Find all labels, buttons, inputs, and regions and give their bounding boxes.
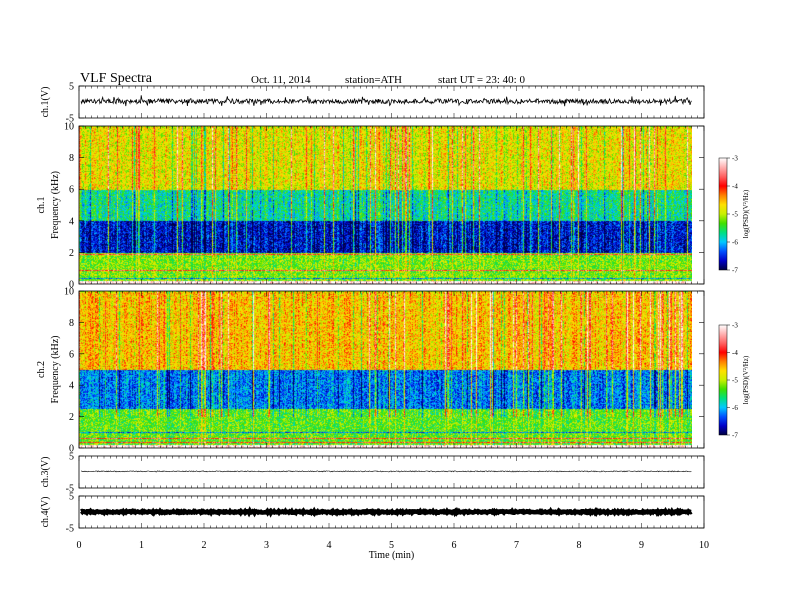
x-tick-label: 0 — [77, 540, 82, 551]
ch3-waveform-ylabel: ch.3(V) — [40, 457, 51, 488]
x-axis-label: Time (min) — [369, 550, 414, 561]
ch2-spectrogram-image — [79, 291, 692, 448]
x-tick-label: 3 — [264, 540, 269, 551]
colorbar-tick-label: -6 — [732, 404, 738, 412]
y-tick-label: 10 — [64, 122, 74, 133]
ch2-colorbar — [718, 324, 728, 436]
x-tick-label: 7 — [514, 540, 519, 551]
ch3-waveform-line — [80, 470, 692, 473]
ch1-colorbar-label: log(PSD)(V²/Hz) — [742, 189, 750, 238]
y-tick-label: 4 — [69, 381, 74, 392]
y-tick-label: 2 — [69, 248, 74, 259]
colorbar-tick-label: -5 — [732, 377, 738, 385]
y-tick-label: -5 — [66, 524, 74, 535]
ch2-spectrogram-ylabel: Frequency (kHz) — [50, 335, 61, 403]
y-tick-label: 5 — [69, 452, 74, 463]
y-tick-label: 4 — [69, 216, 74, 227]
y-tick-label: 8 — [69, 318, 74, 329]
y-tick-label: 8 — [69, 153, 74, 164]
x-tick-label: 8 — [577, 540, 582, 551]
figure-station: station=ATH — [345, 74, 402, 86]
colorbar-tick-label: -7 — [732, 432, 738, 440]
x-tick-label: 4 — [327, 540, 332, 551]
y-tick-label: 10 — [64, 287, 74, 298]
y-tick-label: -5 — [66, 114, 74, 125]
y-tick-label: 5 — [69, 492, 74, 503]
x-tick-label: 10 — [699, 540, 709, 551]
colorbar-tick-label: -3 — [732, 155, 738, 163]
ch1-colorbar — [718, 157, 728, 271]
x-tick-label: 1 — [139, 540, 144, 551]
x-tick-label: 2 — [202, 540, 207, 551]
y-tick-label: 5 — [69, 82, 74, 93]
figure-date: Oct. 11, 2014 — [251, 74, 311, 86]
x-tick-label: 6 — [452, 540, 457, 551]
figure-title: VLF Spectra — [80, 71, 152, 86]
colorbar-tick-label: -3 — [732, 322, 738, 330]
figure-start-time: start UT = 23: 40: 0 — [438, 74, 525, 86]
y-tick-label: 6 — [69, 349, 74, 360]
colorbar-tick-label: -4 — [732, 183, 738, 191]
x-tick-label: 9 — [639, 540, 644, 551]
y-tick-label: -5 — [66, 484, 74, 495]
ch1-waveform-line — [80, 95, 692, 107]
ch1-spectrogram-ylabel: Frequency (kHz) — [50, 171, 61, 239]
y-tick-label: 6 — [69, 185, 74, 196]
colorbar-tick-label: -5 — [732, 211, 738, 219]
colorbar-tick-label: -4 — [732, 349, 738, 357]
ch1-waveform-ylabel: ch.1(V) — [40, 87, 51, 118]
y-tick-label: 0 — [69, 280, 74, 291]
ch1-spectrogram-image — [79, 126, 692, 284]
colorbar-tick-label: -6 — [732, 239, 738, 247]
ch4-waveform-ylabel: ch.4(V) — [40, 497, 51, 528]
ch2-spectrogram-ylabel: ch.2 — [36, 361, 47, 378]
colorbar-tick-label: -7 — [732, 267, 738, 275]
ch4-waveform-line — [80, 506, 693, 518]
ch2-colorbar-label: log(PSD)(V²/Hz) — [742, 355, 750, 404]
y-tick-label: 0 — [69, 444, 74, 455]
y-tick-label: 2 — [69, 412, 74, 423]
ch1-spectrogram-ylabel: ch.1 — [36, 197, 47, 214]
x-tick-label: 5 — [389, 540, 394, 551]
